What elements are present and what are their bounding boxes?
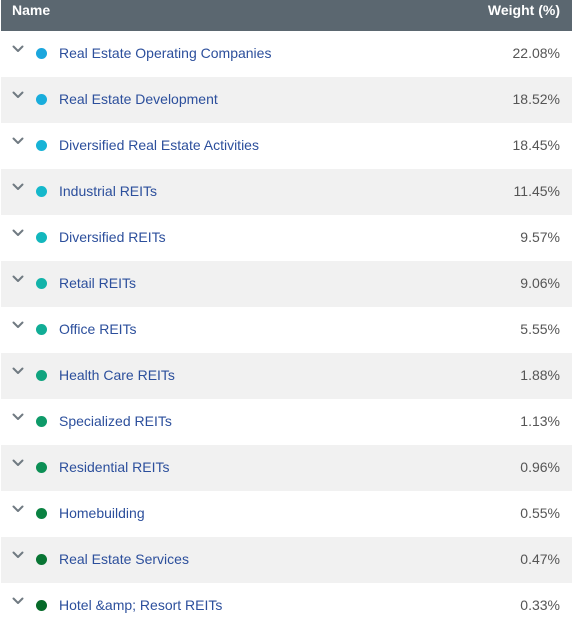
table-row[interactable]: Industrial REITs 11.45% [1,169,572,215]
dot-icon [36,508,47,519]
dot-icon [36,554,47,565]
table-row[interactable]: Office REITs 5.55% [1,307,572,353]
sector-weight: 0.55% [520,505,560,521]
dot-icon [36,232,47,243]
sector-weight: 1.13% [520,413,560,429]
sector-weight: 0.96% [520,459,560,475]
table-header: Name Weight (%) [1,0,572,31]
weight-column-header[interactable]: Weight (%) [487,2,560,18]
table-row[interactable]: Diversified Real Estate Activities 18.45% [1,123,572,169]
sector-name-link[interactable]: Diversified REITs [59,229,166,245]
chevron-down-icon[interactable] [12,366,24,376]
sector-name-link[interactable]: Real Estate Development [59,91,218,107]
sector-weight: 5.55% [520,321,560,337]
dot-icon [36,462,47,473]
table-body: Real Estate Operating Companies 22.08% Rea… [1,31,572,629]
chevron-down-icon[interactable] [12,228,24,238]
dot-icon [36,140,47,151]
chevron-down-icon[interactable] [12,44,24,54]
table-row[interactable]: Health Care REITs 1.88% [1,353,572,399]
chevron-down-icon[interactable] [12,412,24,422]
sector-weight: 18.52% [512,91,560,107]
table-row[interactable]: Hotel &amp; Resort REITs 0.33% [1,583,572,629]
sector-name-link[interactable]: Residential REITs [59,459,170,475]
chevron-down-icon[interactable] [12,274,24,284]
sector-weight: 0.33% [520,597,560,613]
sector-name-link[interactable]: Real Estate Services [59,551,189,567]
table-row[interactable]: Homebuilding 0.55% [1,491,572,537]
table-row[interactable]: Real Estate Development 18.52% [1,77,572,123]
dot-icon [36,94,47,105]
table-row[interactable]: Retail REITs 9.06% [1,261,572,307]
sector-weight: 1.88% [520,367,560,383]
chevron-down-icon[interactable] [12,550,24,560]
dot-icon [36,186,47,197]
dot-icon [36,416,47,427]
chevron-down-icon[interactable] [12,182,24,192]
sector-name-link[interactable]: Real Estate Operating Companies [59,45,272,61]
dot-icon [36,370,47,381]
chevron-down-icon[interactable] [12,320,24,330]
dot-icon [36,48,47,59]
sector-name-link[interactable]: Office REITs [59,321,137,337]
sector-name-link[interactable]: Hotel &amp; Resort REITs [59,597,223,613]
sector-weight: 22.08% [512,45,560,61]
dot-icon [36,278,47,289]
dot-icon [36,324,47,335]
sector-name-link[interactable]: Specialized REITs [59,413,172,429]
sector-name-link[interactable]: Diversified Real Estate Activities [59,137,259,153]
sector-weight: 0.47% [520,551,560,567]
chevron-down-icon[interactable] [12,596,24,606]
chevron-down-icon[interactable] [12,136,24,146]
sector-weight: 18.45% [512,137,560,153]
sector-name-link[interactable]: Retail REITs [59,275,137,291]
table-row[interactable]: Real Estate Services 0.47% [1,537,572,583]
sector-weight: 9.06% [520,275,560,291]
table-row[interactable]: Diversified REITs 9.57% [1,215,572,261]
sector-weight: 9.57% [520,229,560,245]
table-row[interactable]: Residential REITs 0.96% [1,445,572,491]
table-row[interactable]: Specialized REITs 1.13% [1,399,572,445]
chevron-down-icon[interactable] [12,90,24,100]
name-column-header[interactable]: Name [12,2,51,18]
chevron-down-icon[interactable] [12,504,24,514]
dot-icon [36,600,47,611]
sector-name-link[interactable]: Health Care REITs [59,367,175,383]
sector-name-link[interactable]: Industrial REITs [59,183,158,199]
sector-weight: 11.45% [513,183,560,199]
chevron-down-icon[interactable] [12,458,24,468]
sector-name-link[interactable]: Homebuilding [59,505,145,521]
table-row[interactable]: Real Estate Operating Companies 22.08% [1,31,572,77]
